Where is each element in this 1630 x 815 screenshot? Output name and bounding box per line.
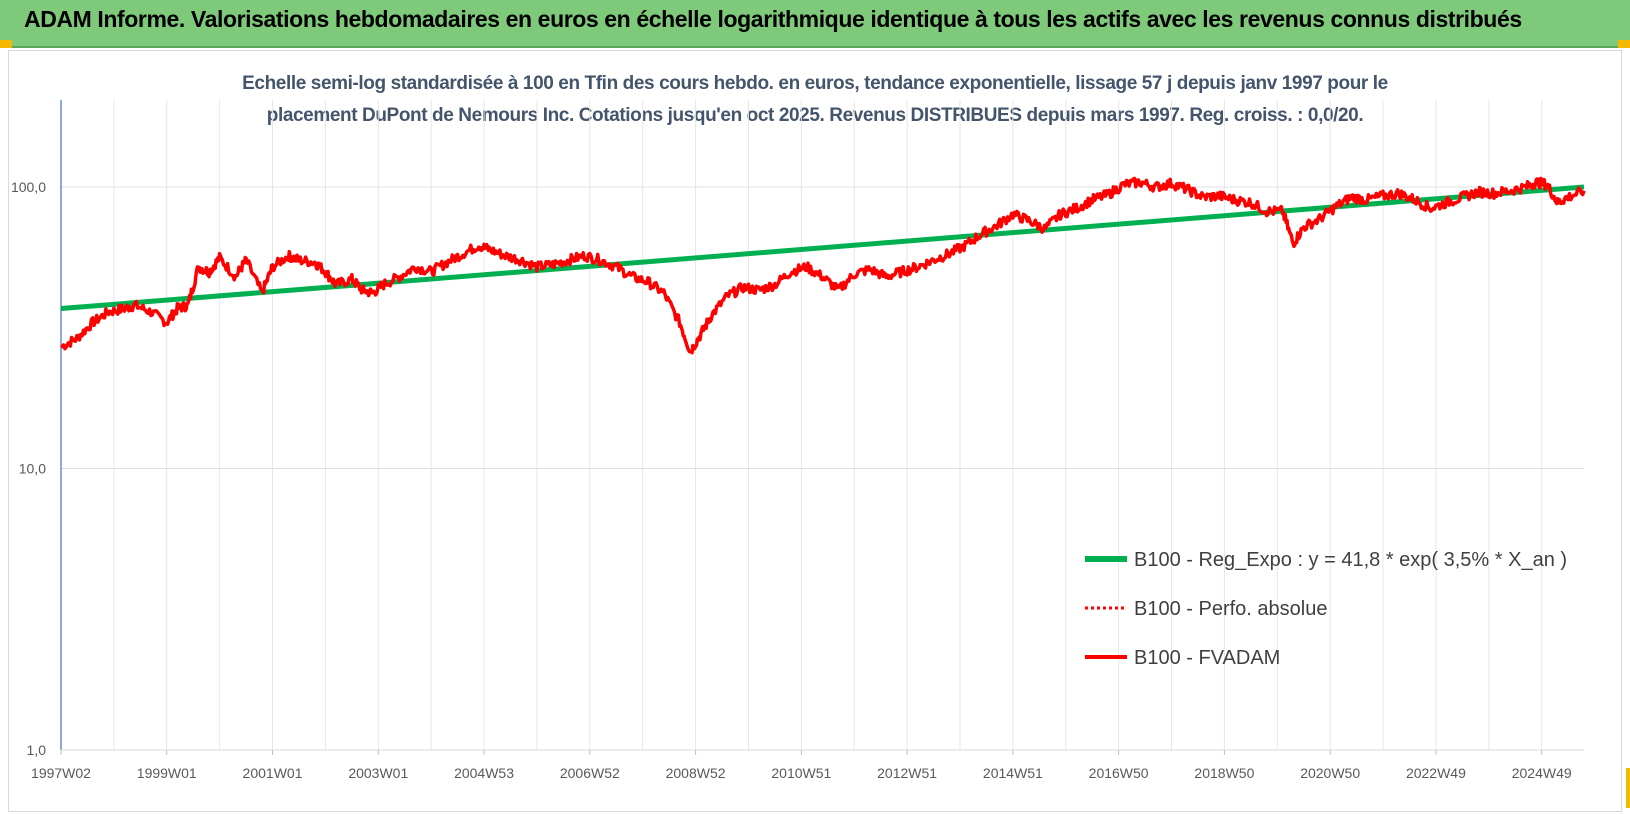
x-tick-label: 2024W49 (1512, 765, 1572, 781)
x-tick-label: 2022W49 (1406, 765, 1466, 781)
corner-marker-top-left (0, 40, 12, 48)
x-tick-label: 2004W53 (454, 765, 514, 781)
x-tick-label: 2008W52 (666, 765, 726, 781)
page-title: ADAM Informe. Valorisations hebdomadaire… (24, 6, 1522, 32)
x-tick-label: 2016W50 (1089, 765, 1149, 781)
x-tick-label: 2003W01 (348, 765, 408, 781)
y-tick-label: 1,0 (27, 742, 47, 758)
x-tick-label: 2018W50 (1194, 765, 1254, 781)
chart-subtitle: Echelle semi-log standardisée à 100 en T… (0, 68, 1630, 132)
chart-subtitle-line-1: Echelle semi-log standardisée à 100 en T… (242, 73, 1388, 94)
x-tick-label: 2014W51 (983, 765, 1043, 781)
corner-marker-top-right (1618, 40, 1630, 48)
y-tick-label: 10,0 (19, 461, 46, 477)
x-tick-label: 1997W02 (31, 765, 91, 781)
x-tick-label: 2010W51 (771, 765, 831, 781)
x-tick-label: 2006W52 (560, 765, 620, 781)
x-tick-label: 2001W01 (243, 765, 303, 781)
header-banner: ADAM Informe. Valorisations hebdomadaire… (0, 0, 1630, 48)
y-tick-label: 100,0 (11, 179, 46, 195)
series-line-fvadam (60, 176, 1586, 355)
x-tick-label: 1999W01 (137, 765, 197, 781)
x-tick-label: 2020W50 (1300, 765, 1360, 781)
chart-subtitle-line-2: placement DuPont de Nemours Inc. Cotatio… (266, 105, 1364, 126)
corner-marker-bottom-right (1626, 768, 1630, 808)
legend-label-fvadam: B100 - FVADAM (1134, 647, 1280, 669)
chart-frame (8, 50, 1622, 812)
series-line-regression (60, 184, 1585, 312)
legend-label-perfo-absolue: B100 - Perfo. absolue (1134, 598, 1327, 620)
x-tick-label: 2012W51 (877, 765, 937, 781)
legend-label-regression: B100 - Reg_Expo : y = 41,8 * exp( 3,5% *… (1134, 549, 1567, 571)
